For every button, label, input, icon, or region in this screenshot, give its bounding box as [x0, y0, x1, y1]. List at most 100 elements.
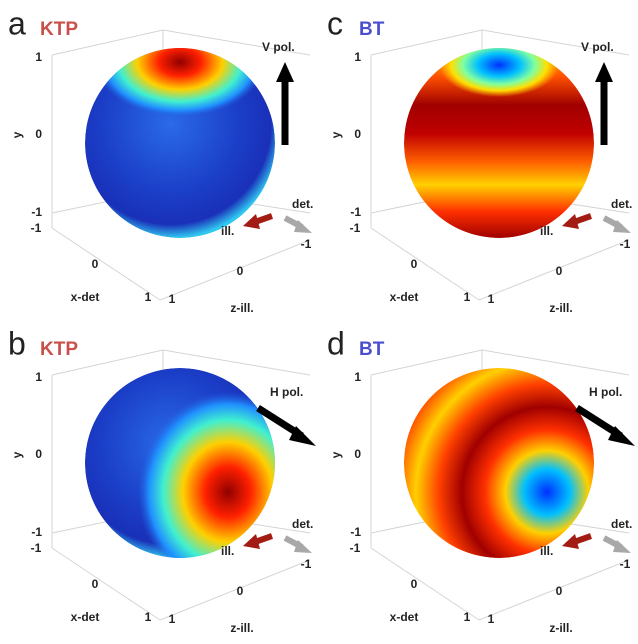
det-arrow-head: [613, 540, 631, 553]
x-label: x-det: [390, 610, 419, 624]
x-tick: -1: [31, 221, 42, 235]
det-label: det.: [611, 517, 632, 531]
x-tick: -1: [350, 541, 361, 555]
box-line: [51, 29, 164, 56]
z-tick: 1: [488, 292, 495, 306]
z-tick: 0: [556, 264, 563, 278]
det-label: det.: [611, 197, 632, 211]
y-label: y: [10, 451, 24, 458]
x-tick: 1: [145, 610, 152, 624]
x-label: x-det: [71, 610, 100, 624]
panel-letter: d: [327, 325, 345, 361]
z-label: z-ill.: [549, 621, 572, 635]
box-line: [51, 547, 161, 621]
box-line: [159, 239, 311, 301]
z-tick: -1: [301, 557, 312, 571]
y-tick: -1: [31, 205, 42, 219]
det-label: det.: [292, 517, 313, 531]
ill-label: ill.: [221, 544, 234, 558]
z-tick: 1: [488, 612, 495, 626]
pol-arrow-head: [289, 426, 316, 446]
box-line: [370, 29, 483, 56]
det-arrow-head: [294, 220, 312, 233]
sphere: [404, 48, 594, 238]
material: KTP: [40, 339, 78, 360]
panel: d BT y 1 0 -1 -1 0 1 1 0 -1 x-det z-ill. H pol. det. ill…: [327, 325, 635, 635]
z-tick: -1: [620, 237, 631, 251]
z-tick: -1: [620, 557, 631, 571]
box-line: [159, 559, 311, 621]
box-line: [370, 349, 483, 376]
ill-arrow-head: [243, 534, 260, 549]
x-tick: -1: [31, 541, 42, 555]
y-tick: 0: [35, 447, 42, 461]
ill-label: ill.: [540, 544, 553, 558]
x-tick: 1: [464, 610, 471, 624]
ill-arrow-head: [562, 214, 579, 229]
ill-arrow-head: [562, 534, 579, 549]
z-label: z-ill.: [230, 301, 253, 315]
x-tick: 1: [145, 290, 152, 304]
y-label: y: [329, 451, 343, 458]
pol-arrow-head: [608, 426, 635, 446]
x-tick: 0: [411, 257, 418, 271]
box-line: [162, 349, 311, 376]
box-line: [370, 547, 480, 621]
y-tick: -1: [350, 205, 361, 219]
pol-arrow-head: [595, 62, 613, 82]
box-line: [51, 227, 161, 301]
box-line: [370, 227, 480, 301]
det-arrow-head: [294, 540, 312, 553]
y-tick: -1: [31, 525, 42, 539]
y-label: y: [10, 131, 24, 138]
y-tick: -1: [350, 525, 361, 539]
box-line: [481, 349, 630, 376]
x-label: x-det: [71, 290, 100, 304]
y-tick: 1: [354, 50, 361, 64]
pol-label: V pol.: [581, 40, 614, 54]
x-label: x-det: [390, 290, 419, 304]
ill-arrow-head: [243, 214, 260, 229]
pol-label: V pol.: [262, 40, 295, 54]
x-tick: 0: [92, 577, 99, 591]
x-tick: 1: [464, 290, 471, 304]
y-tick: 0: [354, 447, 361, 461]
panel: b KTP y 1 0 -1 -1 0 1 1 0 -1 x-det z-ill. H pol. det. il…: [8, 325, 316, 635]
pol-label: H pol.: [589, 385, 622, 399]
det-arrow-head: [613, 220, 631, 233]
z-tick: 1: [169, 612, 176, 626]
sphere: [85, 48, 275, 238]
z-tick: 0: [237, 264, 244, 278]
box-line: [51, 349, 164, 376]
z-tick: 1: [169, 292, 176, 306]
z-tick: -1: [301, 237, 312, 251]
material: BT: [359, 19, 385, 40]
y-tick: 0: [354, 127, 361, 141]
material: BT: [359, 339, 385, 360]
x-tick: -1: [350, 221, 361, 235]
panel: a KTP y 1 0 -1 -1 0 1 1 0 -1 x-det z-ill. V pol. det. il…: [8, 5, 313, 315]
box-line: [162, 29, 311, 56]
box-line: [481, 29, 630, 56]
panel-letter: b: [8, 325, 26, 361]
panel-letter: a: [8, 5, 26, 41]
y-label: y: [329, 131, 343, 138]
z-label: z-ill.: [230, 621, 253, 635]
pol-arrow-head: [276, 62, 294, 82]
sphere: [85, 368, 275, 558]
z-tick: 0: [237, 584, 244, 598]
box-line: [478, 239, 630, 301]
panel: c BT y 1 0 -1 -1 0 1 1 0 -1 x-det z-ill. V pol. det. ill…: [327, 5, 632, 315]
pol-label: H pol.: [270, 385, 303, 399]
sphere: [404, 368, 594, 558]
x-tick: 0: [411, 577, 418, 591]
y-tick: 1: [354, 370, 361, 384]
y-tick: 1: [35, 50, 42, 64]
x-tick: 0: [92, 257, 99, 271]
z-tick: 0: [556, 584, 563, 598]
det-label: det.: [292, 197, 313, 211]
y-tick: 1: [35, 370, 42, 384]
y-tick: 0: [35, 127, 42, 141]
ill-label: ill.: [221, 224, 234, 238]
